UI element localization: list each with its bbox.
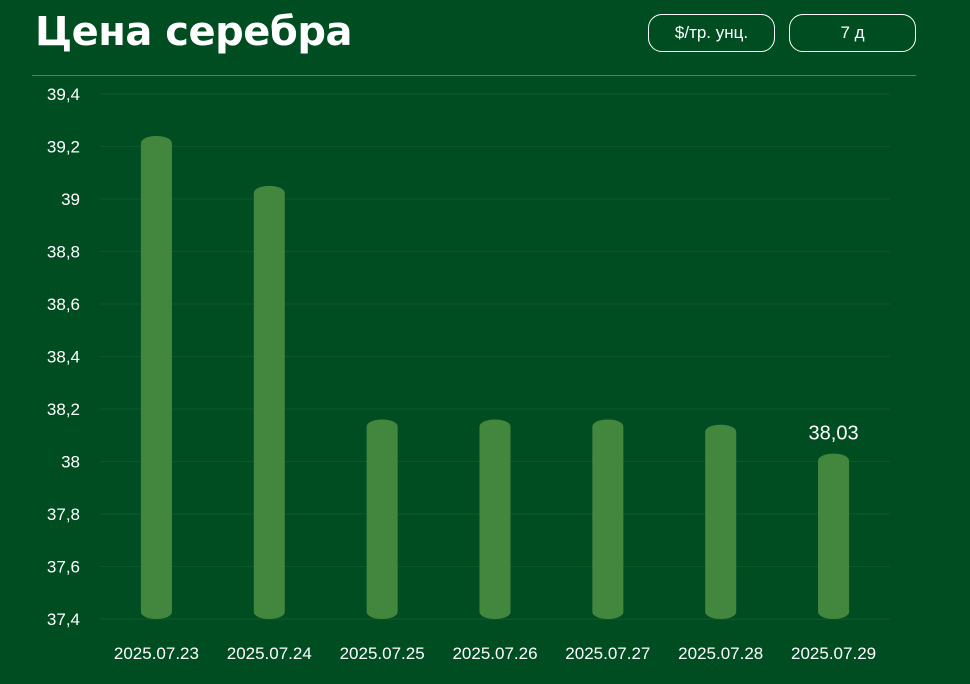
data-label: 38,03: [809, 423, 859, 445]
y-tick-label: 37,6: [47, 558, 80, 577]
y-tick-label: 38,6: [47, 295, 80, 314]
period-selector-button[interactable]: 7 д: [789, 14, 916, 52]
y-tick-label: 39: [61, 190, 80, 209]
bar: [479, 419, 511, 619]
x-tick-label: 2025.07.29: [791, 644, 876, 663]
bar: [366, 419, 398, 619]
x-tick-label: 2025.07.28: [678, 644, 763, 663]
header-divider: [32, 75, 916, 76]
y-tick-label: 38,2: [47, 400, 80, 419]
x-tick-label: 2025.07.27: [565, 644, 650, 663]
x-tick-label: 2025.07.25: [340, 644, 425, 663]
bar: [253, 185, 285, 619]
y-tick-label: 38,8: [47, 243, 80, 262]
bar: [818, 453, 850, 619]
y-tick-label: 39,2: [47, 138, 80, 157]
bar: [140, 136, 172, 619]
y-tick-label: 37,4: [47, 610, 80, 629]
x-tick-label: 2025.07.26: [452, 644, 537, 663]
bar: [705, 424, 737, 619]
x-tick-label: 2025.07.23: [114, 644, 199, 663]
x-tick-label: 2025.07.24: [227, 644, 312, 663]
y-tick-label: 38: [61, 453, 80, 472]
unit-selector-button[interactable]: $/тр. унц.: [648, 14, 775, 52]
bar: [592, 419, 624, 619]
page-title: Цена серебра: [35, 9, 352, 55]
y-tick-label: 38,4: [47, 348, 80, 367]
y-tick-label: 37,8: [47, 505, 80, 524]
y-tick-label: 39,4: [47, 85, 80, 104]
